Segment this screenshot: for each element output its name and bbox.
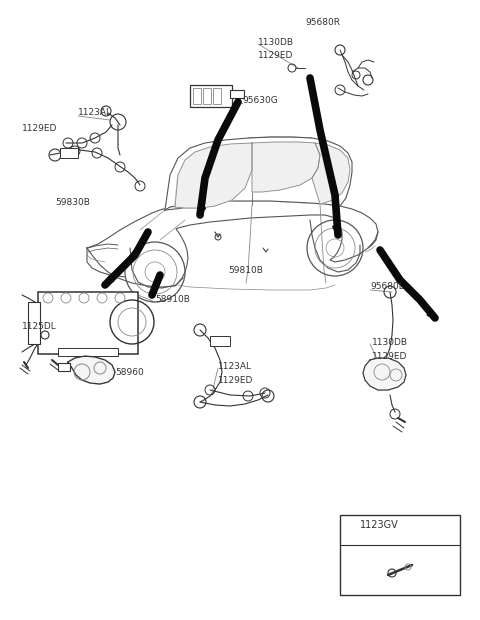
Polygon shape	[312, 143, 350, 204]
Text: 1129ED: 1129ED	[372, 352, 408, 361]
Bar	[193, 88, 201, 104]
Text: 1130DB: 1130DB	[258, 38, 294, 47]
Text: 1129ED: 1129ED	[258, 51, 293, 60]
Text: 1123AL: 1123AL	[218, 362, 252, 371]
Text: 95680L: 95680L	[370, 282, 404, 291]
Bar	[230, 90, 244, 98]
Polygon shape	[175, 143, 252, 208]
Text: 1129ED: 1129ED	[218, 376, 253, 385]
Text: 1130DB: 1130DB	[372, 338, 408, 347]
Text: 59810B: 59810B	[228, 266, 263, 275]
Text: 95630G: 95630G	[242, 96, 278, 105]
Text: 95680R: 95680R	[305, 18, 340, 27]
Polygon shape	[252, 142, 320, 192]
Text: 1129ED: 1129ED	[22, 124, 58, 133]
Text: 1123AL: 1123AL	[78, 108, 112, 117]
Bar	[60, 148, 78, 158]
Bar	[58, 348, 118, 356]
Bar	[58, 363, 70, 371]
Bar	[28, 302, 40, 344]
Bar	[38, 292, 138, 354]
Bar	[340, 515, 460, 595]
Text: 59830B: 59830B	[55, 198, 90, 207]
Bar	[190, 85, 232, 107]
Text: 58910B: 58910B	[155, 295, 190, 304]
Polygon shape	[68, 356, 115, 384]
Bar	[203, 88, 211, 104]
Polygon shape	[165, 137, 352, 210]
Polygon shape	[87, 201, 378, 287]
Polygon shape	[363, 358, 406, 390]
Text: 1125DL: 1125DL	[22, 322, 57, 331]
Text: 1123GV: 1123GV	[360, 520, 399, 530]
Bar	[213, 88, 221, 104]
Bar	[210, 336, 230, 346]
Text: 58960: 58960	[115, 368, 144, 377]
